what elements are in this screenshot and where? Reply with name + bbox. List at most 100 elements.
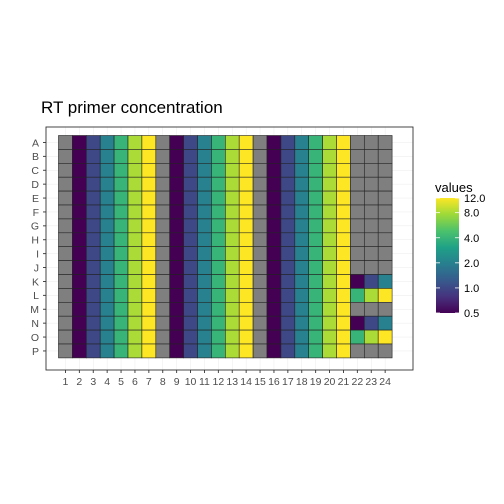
- heatmap-cell-F5: [113, 204, 129, 220]
- heatmap-cell-F21: [336, 204, 351, 220]
- heatmap-cell-N24: [377, 315, 393, 331]
- x-tick-label-16: 16: [268, 376, 280, 388]
- heatmap-cell-E20: [322, 190, 337, 206]
- heatmap-cell-N4: [99, 315, 115, 331]
- heatmap-cell-B24: [377, 149, 393, 164]
- heatmap-cell-C23: [363, 163, 379, 178]
- heatmap-cell-C10: [183, 163, 198, 178]
- heatmap-cell-C20: [322, 163, 337, 178]
- heatmap-cell-F20: [322, 204, 337, 220]
- heatmap-cell-K12: [211, 274, 226, 289]
- y-tick-label-H: H: [31, 235, 39, 247]
- heatmap-cell-D4: [99, 176, 115, 192]
- heatmap-cell-M17: [280, 301, 296, 317]
- heatmap-cell-O14: [238, 329, 254, 345]
- heatmap-cell-M11: [197, 301, 212, 317]
- heatmap-cell-B2: [72, 149, 87, 164]
- heatmap-cell-D11: [197, 176, 212, 192]
- heatmap-cell-K11: [197, 274, 212, 289]
- heatmap-cell-I19: [308, 246, 323, 261]
- heatmap-cell-A2: [72, 135, 87, 150]
- heatmap-cell-N1: [58, 315, 73, 331]
- heatmap-cell-A10: [183, 135, 198, 150]
- heatmap-cell-G18: [294, 218, 309, 234]
- heatmap-cell-N21: [336, 315, 351, 331]
- heatmap-cell-D10: [183, 176, 198, 192]
- y-tick-label-F: F: [33, 207, 39, 219]
- heatmap-cell-I13: [225, 246, 240, 261]
- heatmap-cell-G5: [113, 218, 129, 234]
- heatmap-cell-D3: [86, 176, 101, 192]
- x-tick-label-6: 6: [132, 376, 138, 388]
- x-tick-label-1: 1: [63, 376, 69, 388]
- heatmap-cell-N9: [169, 315, 184, 331]
- heatmap-cell-O19: [308, 329, 323, 345]
- heatmap-cell-D2: [72, 176, 87, 192]
- heatmap-cell-M8: [155, 301, 171, 317]
- heatmap-cell-C1: [58, 163, 73, 178]
- heatmap-cell-L1: [58, 288, 73, 303]
- heatmap-cell-N22: [350, 315, 365, 331]
- heatmap-cell-K9: [169, 274, 184, 289]
- heatmap-cell-J11: [197, 260, 212, 275]
- heatmap-cell-N18: [294, 315, 309, 331]
- heatmap-cell-C6: [127, 163, 143, 178]
- heatmap-cell-F22: [350, 204, 365, 220]
- heatmap-cell-C15: [252, 163, 268, 178]
- heatmap-cell-K14: [238, 274, 254, 289]
- heatmap-cell-N19: [308, 315, 323, 331]
- heatmap-cell-L10: [183, 288, 198, 303]
- heatmap-cell-P8: [155, 343, 171, 359]
- heatmap-cell-D7: [141, 176, 157, 192]
- heatmap-cell-C7: [141, 163, 157, 178]
- heatmap-cell-J6: [127, 260, 143, 275]
- heatmap-cell-D1: [58, 176, 73, 192]
- heatmap-cell-L14: [238, 288, 254, 303]
- heatmap-cell-F23: [363, 204, 379, 220]
- heatmap-cell-E14: [238, 190, 254, 206]
- heatmap-cell-F10: [183, 204, 198, 220]
- heatmap-cell-P6: [127, 343, 143, 359]
- heatmap-cell-P1: [58, 343, 73, 359]
- legend-tick-label: 2.0: [464, 258, 479, 270]
- heatmap-cell-M13: [225, 301, 240, 317]
- heatmap-cell-N6: [127, 315, 143, 331]
- heatmap-cell-N11: [197, 315, 212, 331]
- x-tick-label-4: 4: [104, 376, 110, 388]
- heatmap-cell-I23: [363, 246, 379, 261]
- heatmap-cell-E2: [72, 190, 87, 206]
- heatmap-cell-K6: [127, 274, 143, 289]
- heatmap-cell-E9: [169, 190, 184, 206]
- heatmap-cell-A21: [336, 135, 351, 150]
- heatmap-cell-D18: [294, 176, 309, 192]
- heatmap-cell-H4: [99, 232, 115, 248]
- heatmap-cell-O15: [252, 329, 268, 345]
- heatmap-cell-H19: [308, 232, 323, 248]
- heatmap-cell-F11: [197, 204, 212, 220]
- heatmap-cell-M14: [238, 301, 254, 317]
- x-tick-label-24: 24: [379, 376, 391, 388]
- heatmap-cell-C19: [308, 163, 323, 178]
- heatmap-cell-J7: [141, 260, 157, 275]
- heatmap-cell-E8: [155, 190, 171, 206]
- heatmap-cell-K2: [72, 274, 87, 289]
- heatmap-cell-D19: [308, 176, 323, 192]
- heatmap-cell-H1: [58, 232, 73, 248]
- x-axis: 1 2 3 4 5 6 7 8 9 10 11 12 13 14 15 16 17 18 19 20 21 22 23 24: [63, 370, 391, 388]
- heatmap-cell-O16: [266, 329, 282, 345]
- heatmap-cell-F4: [99, 204, 115, 220]
- heatmap-cell-E15: [252, 190, 268, 206]
- heatmap-cell-H21: [336, 232, 351, 248]
- heatmap-cell-L16: [266, 288, 282, 303]
- heatmap-cell-C24: [377, 163, 393, 178]
- heatmap-cell-P17: [280, 343, 296, 359]
- heatmap-cell-O1: [58, 329, 73, 345]
- heatmap-cell-D6: [127, 176, 143, 192]
- heatmap-cell-I6: [127, 246, 143, 261]
- heatmap-cell-J20: [322, 260, 337, 275]
- heatmap-cell-O11: [197, 329, 212, 345]
- heatmap-cell-F12: [211, 204, 226, 220]
- heatmap-cell-H7: [141, 232, 157, 248]
- heatmap-cell-A14: [238, 135, 254, 150]
- heatmap-cell-L7: [141, 288, 157, 303]
